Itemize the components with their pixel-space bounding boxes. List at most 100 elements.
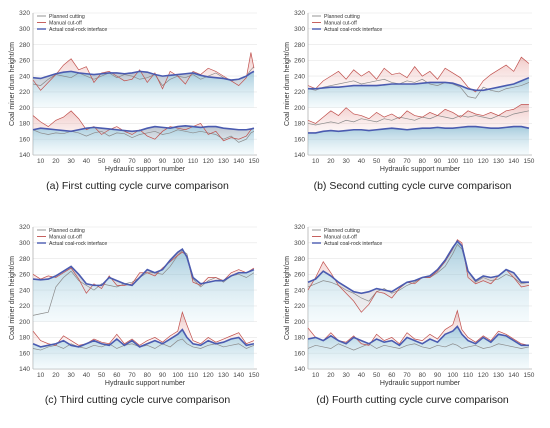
x-tick-label: 120: [203, 158, 214, 165]
x-tick-label: 70: [128, 372, 136, 379]
y-tick-label: 160: [19, 136, 30, 143]
y-tick-label: 240: [19, 73, 30, 80]
series-actual-lower-line: [307, 325, 529, 347]
chart-caption-d: (d) Fourth cutting cycle curve compariso…: [316, 394, 509, 406]
x-tick-label: 40: [358, 158, 366, 165]
series-actual-upper-area: [308, 77, 529, 108]
x-tick-label: 80: [144, 158, 152, 165]
x-tick-label: 20: [327, 158, 335, 165]
x-tick-label: 50: [373, 158, 381, 165]
series-actual-upper-area: [33, 249, 254, 322]
y-tick-label: 160: [19, 350, 30, 357]
y-tick-label: 300: [19, 240, 30, 247]
series-manual-lower-line: [307, 309, 530, 346]
x-tick-label: 10: [312, 372, 320, 379]
x-tick-label: 120: [478, 158, 489, 165]
x-tick-label: 70: [403, 372, 411, 379]
x-axis-label: Hydraulic support number: [380, 380, 461, 387]
x-tick-label: 50: [373, 372, 381, 379]
x-tick-label: 110: [188, 372, 199, 379]
chart-svg-d: 140 160 180 200 220 240 260 280 300 320 10 20 30 40 50…: [284, 224, 535, 387]
y-tick-label: 260: [294, 272, 305, 279]
x-tick-label: 130: [218, 158, 229, 165]
y-tick-label: 220: [19, 303, 30, 310]
legend-label: Actual coal-rock interface: [49, 241, 107, 247]
series-actual-upper-line: [32, 247, 255, 287]
series-actual-upper-line: [308, 76, 530, 92]
x-tick-label: 30: [67, 372, 75, 379]
series-actual-lower-line: [32, 328, 255, 348]
x-tick-label: 20: [52, 158, 60, 165]
x-tick-label: 150: [524, 158, 535, 165]
legend-label: Planned cutting: [324, 14, 360, 20]
y-tick-label: 300: [294, 240, 305, 247]
x-tick-label: 80: [419, 158, 427, 165]
x-tick-label: 150: [524, 372, 535, 379]
series-actual-lower-area: [308, 126, 529, 155]
series-manual-lower-line: [32, 110, 255, 142]
series-actual-upper-line: [32, 70, 255, 81]
y-axis-label: Coal miner drum height/cm: [9, 256, 16, 340]
y-tick-label: 180: [294, 121, 305, 128]
x-tick-label: 30: [342, 372, 350, 379]
x-tick-label: 140: [233, 372, 244, 379]
x-tick-label: 10: [37, 158, 45, 165]
legend-label: Manual cut-off: [324, 234, 357, 240]
x-tick-label: 80: [144, 372, 152, 379]
chart-svg-c: 140 160 180 200 220 240 260 280 300 320 10 20 30 40 50…: [9, 224, 260, 387]
series-manual-upper-line: [307, 56, 530, 93]
x-tick-label: 110: [463, 372, 474, 379]
x-tick-label: 140: [508, 158, 519, 165]
series-actual-lower-line: [308, 125, 530, 134]
y-axis-label: Coal miner drum height/cm: [284, 42, 291, 126]
x-tick-label: 50: [98, 158, 106, 165]
x-tick-label: 150: [249, 372, 260, 379]
series-actual-lower-line: [32, 125, 255, 133]
chart-caption-a: (a) First cutting cycle curve comparison: [46, 180, 229, 192]
y-tick-label: 140: [294, 366, 305, 373]
y-tick-label: 260: [294, 58, 305, 65]
series-manual-upper-band: [308, 57, 529, 92]
y-tick-label: 320: [19, 10, 30, 17]
x-tick-label: 130: [218, 372, 229, 379]
series-actual-lower-area: [33, 329, 254, 369]
x-tick-label: 50: [98, 372, 106, 379]
series-actual-upper-area: [33, 71, 254, 108]
x-tick-label: 100: [172, 372, 183, 379]
y-tick-label: 240: [294, 287, 305, 294]
x-tick-label: 30: [342, 158, 350, 165]
x-tick-label: 140: [233, 158, 244, 165]
series-manual-upper-line: [32, 251, 255, 294]
chart-panel-c: 140 160 180 200 220 240 260 280 300 320 10 20 30 40 50…: [0, 214, 275, 428]
y-tick-label: 240: [294, 73, 305, 80]
x-tick-label: 110: [463, 158, 474, 165]
y-tick-label: 260: [19, 272, 30, 279]
series-manual-lower-band: [33, 110, 254, 141]
x-tick-label: 40: [83, 372, 91, 379]
y-tick-label: 320: [19, 224, 30, 231]
y-tick-label: 200: [19, 319, 30, 326]
x-tick-label: 110: [188, 158, 199, 165]
y-tick-label: 160: [294, 350, 305, 357]
y-tick-label: 280: [294, 256, 305, 263]
x-tick-label: 90: [159, 372, 167, 379]
x-tick-label: 70: [128, 158, 136, 165]
y-tick-label: 200: [19, 105, 30, 112]
series-manual-upper-line: [32, 52, 255, 91]
legend-label: Planned cutting: [49, 228, 85, 234]
y-tick-label: 280: [19, 42, 30, 49]
x-tick-label: 60: [113, 158, 121, 165]
chart-panel-b: 140 160 180 200 220 240 260 280 300 320 10 20 30 40 50…: [275, 0, 550, 214]
y-axis-label: Coal miner drum height/cm: [9, 42, 16, 126]
x-tick-label: 100: [172, 158, 183, 165]
x-tick-label: 130: [493, 158, 504, 165]
x-tick-label: 130: [493, 372, 504, 379]
y-tick-label: 220: [19, 89, 30, 96]
chart-caption-b: (b) Second cutting cycle curve compariso…: [313, 180, 512, 192]
x-tick-label: 40: [358, 372, 366, 379]
x-tick-label: 40: [83, 158, 91, 165]
chart-svg-b: 140 160 180 200 220 240 260 280 300 320 10 20 30 40 50…: [284, 10, 535, 173]
x-axis-label: Hydraulic support number: [105, 380, 186, 387]
x-tick-label: 60: [388, 372, 396, 379]
chart-svg-a: 140 160 180 200 220 240 260 280 300 320 10 20 30 40 50…: [9, 10, 260, 173]
